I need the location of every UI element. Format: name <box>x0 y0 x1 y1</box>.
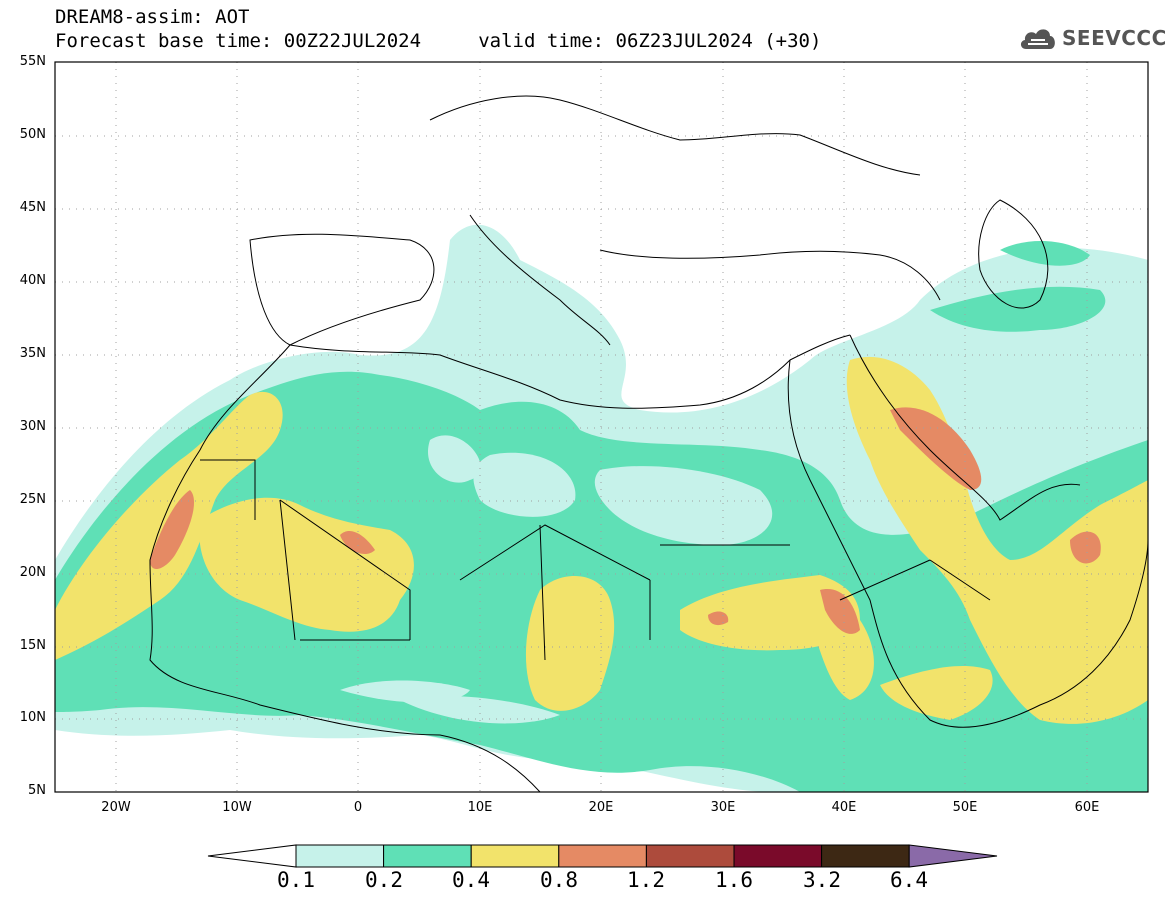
colorbar-label: 6.4 <box>890 868 928 892</box>
lat-label: 5N <box>28 783 46 798</box>
colorbar-swatch <box>645 844 735 868</box>
cloud-icon <box>1020 29 1055 49</box>
lon-label: 50E <box>952 800 978 815</box>
lon-label: 0 <box>353 800 363 815</box>
colorbar-swatch <box>558 844 647 868</box>
colorbar-label: 3.2 <box>803 868 841 892</box>
aot-layer-0.8 <box>150 407 1101 634</box>
colorbar-swatch <box>733 844 823 868</box>
lat-label: 35N <box>19 346 46 361</box>
logo-text: SEEVCCC <box>1062 26 1165 50</box>
colorbar-label: 1.6 <box>715 868 753 892</box>
colorbar-label: 0.1 <box>277 868 315 892</box>
colorbar-swatch <box>295 844 385 868</box>
colorbar-label: 0.2 <box>365 868 403 892</box>
aot-layer-0.4 <box>55 356 1148 724</box>
lon-label: 60E <box>1074 800 1100 815</box>
map-frame <box>54 61 1149 793</box>
lat-label: 45N <box>19 200 46 215</box>
aot-layer-0.2 <box>55 240 1148 792</box>
lon-label: 30E <box>710 800 736 815</box>
colorbar <box>207 844 998 868</box>
lon-label: 10E <box>467 800 493 815</box>
lat-label: 10N <box>19 710 46 725</box>
colorbar-label: 1.2 <box>627 868 665 892</box>
lon-label: 20E <box>588 800 614 815</box>
lat-label: 55N <box>19 54 46 69</box>
seevccc-logo: SEEVCCC <box>1018 22 1165 54</box>
lon-label: 10W <box>222 800 252 815</box>
lat-label: 50N <box>19 127 46 142</box>
lon-label: 20W <box>101 800 131 815</box>
map-title: DREAM8-assim: AOT <box>55 6 250 28</box>
lat-label: 25N <box>19 492 46 507</box>
colorbar-swatch <box>470 844 560 868</box>
forecast-times: Forecast base time: 00Z22JUL2024 valid t… <box>55 30 822 52</box>
colorbar-swatch <box>383 844 472 868</box>
colorbar-swatch <box>821 844 910 868</box>
lat-label: 30N <box>19 419 46 434</box>
aot-contours <box>55 224 1148 792</box>
lat-label: 20N <box>19 565 46 580</box>
lat-label: 15N <box>19 638 46 653</box>
lon-label: 40E <box>831 800 857 815</box>
lat-label: 40N <box>19 273 46 288</box>
colorbar-label: 0.8 <box>540 868 578 892</box>
map-grid <box>55 62 1148 792</box>
colorbar-high-arrow <box>908 844 998 868</box>
colorbar-label: 0.4 <box>452 868 490 892</box>
coastlines <box>149 95 1148 792</box>
colorbar-low-arrow <box>207 844 297 868</box>
